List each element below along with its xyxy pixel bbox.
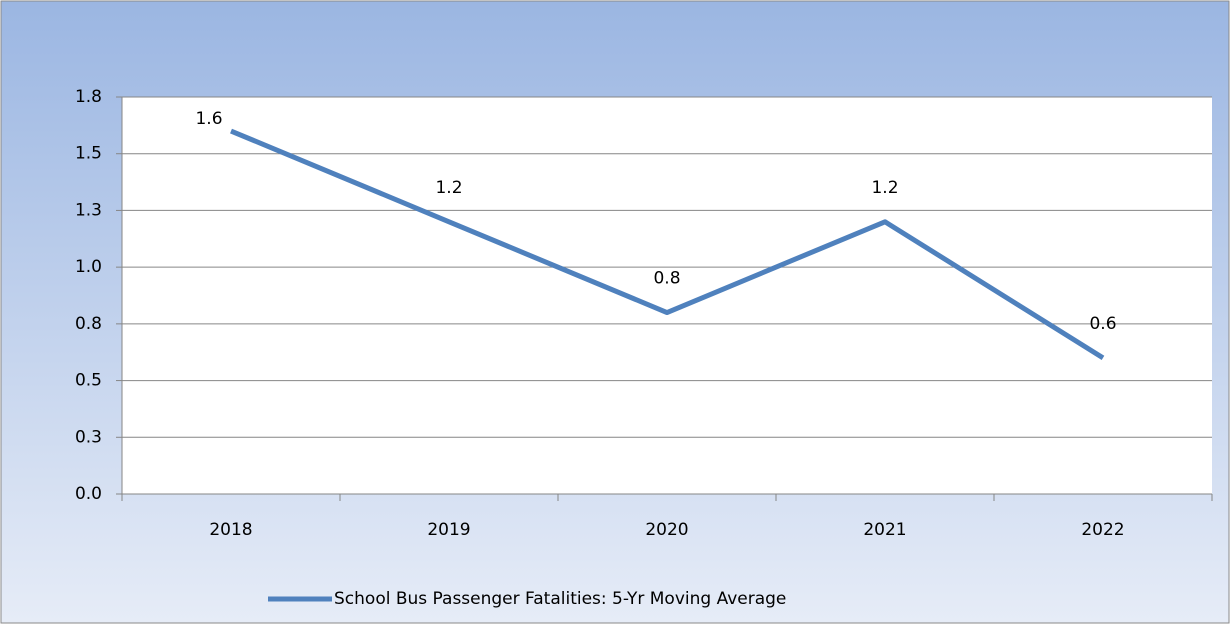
y-tick-label: 0.0 <box>75 484 102 504</box>
y-tick-label: 1.8 <box>75 87 102 107</box>
y-tick-label: 0.3 <box>75 427 102 447</box>
y-tick-label: 0.5 <box>75 371 102 391</box>
y-tick-label: 1.3 <box>75 200 102 220</box>
y-tick-label: 1.0 <box>75 257 102 277</box>
plot-area <box>122 97 1212 494</box>
legend-label: School Bus Passenger Fatalities: 5-Yr Mo… <box>334 589 786 609</box>
data-label: 1.2 <box>435 178 462 198</box>
x-tick-label: 2019 <box>427 520 470 540</box>
x-tick-label: 2018 <box>209 520 252 540</box>
y-tick-label: 1.5 <box>75 144 102 164</box>
data-label: 1.6 <box>195 109 222 129</box>
x-tick-label: 2022 <box>1081 520 1124 540</box>
data-line <box>230 128 1105 361</box>
x-tick-label: 2020 <box>645 520 688 540</box>
data-label: 0.6 <box>1089 314 1116 334</box>
y-tick-label: 0.8 <box>75 314 102 334</box>
data-label: 1.2 <box>871 178 898 198</box>
data-label: 0.8 <box>653 269 680 289</box>
x-tick-label: 2021 <box>863 520 906 540</box>
